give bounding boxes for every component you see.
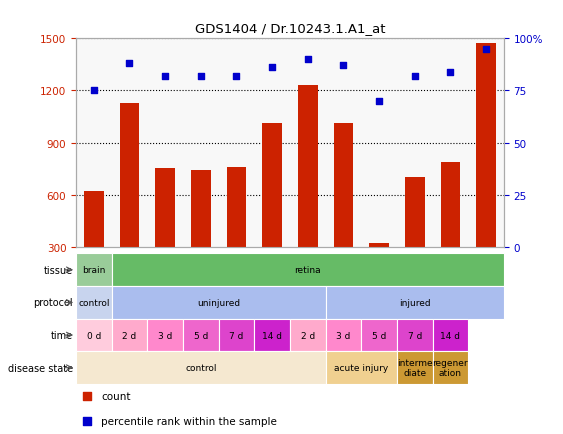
Text: 14 d: 14 d xyxy=(262,331,282,340)
Bar xyxy=(397,352,432,384)
Text: disease state: disease state xyxy=(8,363,73,373)
Text: 5 d: 5 d xyxy=(372,331,386,340)
Bar xyxy=(361,319,397,352)
Bar xyxy=(111,286,325,319)
Text: tissue: tissue xyxy=(44,265,73,275)
Text: 0 d: 0 d xyxy=(87,331,101,340)
Bar xyxy=(441,162,460,247)
Bar xyxy=(397,319,432,352)
Bar xyxy=(325,319,361,352)
Bar xyxy=(227,168,246,247)
Text: count: count xyxy=(101,391,131,401)
Text: retina: retina xyxy=(294,266,321,275)
Point xyxy=(83,418,92,425)
Point xyxy=(90,88,99,95)
Bar xyxy=(290,319,325,352)
Point xyxy=(339,62,348,69)
Point xyxy=(481,46,490,53)
Bar xyxy=(218,319,254,352)
Text: 7 d: 7 d xyxy=(408,331,422,340)
Point xyxy=(410,73,419,80)
Bar xyxy=(254,319,290,352)
Point xyxy=(232,73,241,80)
Bar xyxy=(111,254,504,286)
Point xyxy=(446,69,455,76)
Point xyxy=(267,65,276,72)
Text: percentile rank within the sample: percentile rank within the sample xyxy=(101,417,277,427)
Bar xyxy=(334,124,353,247)
Bar xyxy=(405,178,425,247)
Text: 5 d: 5 d xyxy=(194,331,208,340)
Bar xyxy=(325,286,504,319)
Bar xyxy=(76,286,111,319)
Point xyxy=(374,98,383,105)
Bar xyxy=(191,170,211,247)
Bar xyxy=(183,319,218,352)
Bar xyxy=(369,244,389,247)
Text: acute injury: acute injury xyxy=(334,363,388,372)
Point xyxy=(160,73,169,80)
Bar xyxy=(111,319,148,352)
Title: GDS1404 / Dr.10243.1.A1_at: GDS1404 / Dr.10243.1.A1_at xyxy=(195,22,385,35)
Text: 2 d: 2 d xyxy=(301,331,315,340)
Bar xyxy=(432,352,468,384)
Bar xyxy=(76,319,111,352)
Text: control: control xyxy=(185,363,217,372)
Bar xyxy=(120,103,139,247)
Point xyxy=(83,393,92,400)
Bar xyxy=(155,168,175,247)
Bar xyxy=(476,44,496,247)
Point xyxy=(196,73,205,80)
Text: regener
ation: regener ation xyxy=(432,358,468,378)
Text: time: time xyxy=(51,330,73,340)
Text: 14 d: 14 d xyxy=(440,331,461,340)
Text: 2 d: 2 d xyxy=(122,331,137,340)
Text: 7 d: 7 d xyxy=(229,331,244,340)
Point xyxy=(125,61,134,68)
Text: brain: brain xyxy=(82,266,105,275)
Text: interme
diate: interme diate xyxy=(397,358,432,378)
Text: injured: injured xyxy=(399,298,431,307)
Bar xyxy=(432,319,468,352)
Bar xyxy=(325,352,397,384)
Bar xyxy=(76,254,111,286)
Text: 3 d: 3 d xyxy=(336,331,351,340)
Text: control: control xyxy=(78,298,110,307)
Point xyxy=(303,56,312,63)
Bar xyxy=(298,86,318,247)
Bar xyxy=(84,192,104,247)
Bar xyxy=(262,124,282,247)
Bar xyxy=(148,319,183,352)
Text: 3 d: 3 d xyxy=(158,331,172,340)
Text: uninjured: uninjured xyxy=(197,298,240,307)
Bar xyxy=(76,352,325,384)
Text: protocol: protocol xyxy=(34,298,73,308)
